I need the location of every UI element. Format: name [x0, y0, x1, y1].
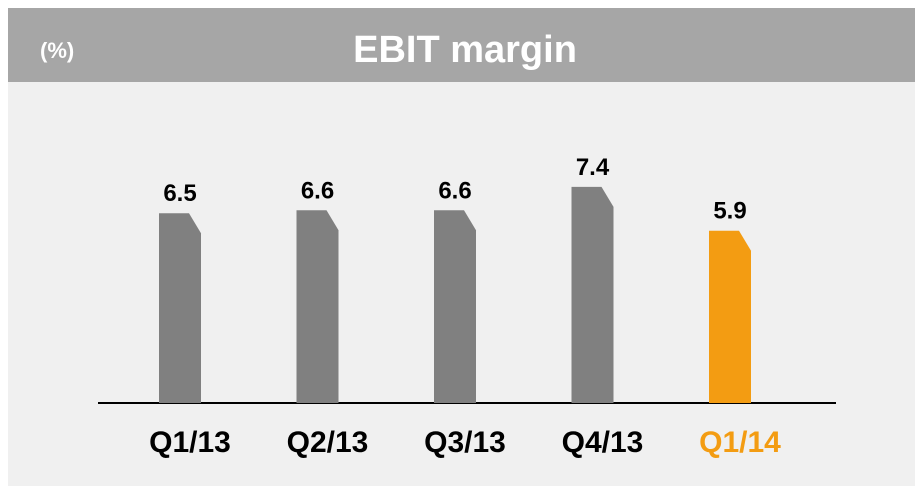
header-bar	[8, 8, 915, 82]
x-tick-label: Q2/13	[287, 426, 369, 459]
bar	[709, 230, 751, 403]
value-label: 6.6	[438, 177, 471, 204]
x-tick-label: Q1/14	[699, 426, 781, 459]
x-tick-label: Q1/13	[149, 426, 231, 459]
unit-label: (%)	[40, 38, 74, 63]
bar	[296, 210, 339, 403]
value-label: 6.5	[163, 180, 196, 207]
chart-title: EBIT margin	[353, 29, 577, 71]
bar	[159, 213, 201, 403]
bar	[434, 210, 476, 403]
value-label: 5.9	[713, 198, 746, 225]
x-tick-label: Q3/13	[424, 426, 506, 459]
bar	[571, 186, 614, 403]
value-label: 6.6	[301, 177, 334, 204]
value-label: 7.4	[576, 154, 610, 181]
x-tick-label: Q4/13	[562, 426, 644, 459]
